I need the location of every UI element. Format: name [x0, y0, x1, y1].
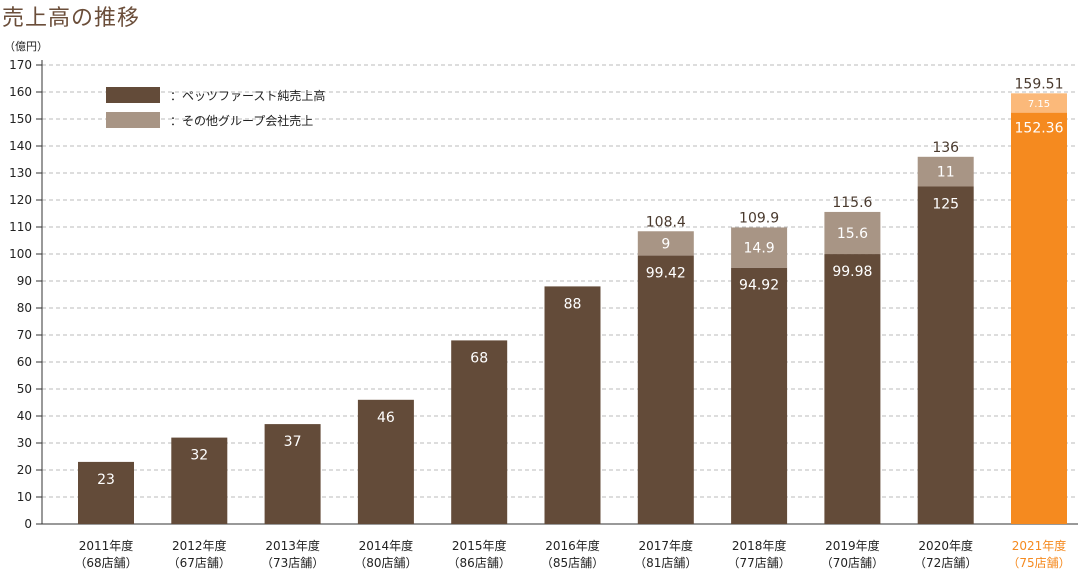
legend-label: ：ペッツファースト純売上高 [170, 88, 325, 103]
y-axis-label: （億円） [4, 40, 48, 53]
x-tick-sublabel: （81店舗） [634, 556, 697, 570]
y-tick-label: 120 [9, 193, 32, 207]
y-tick-label: 0 [24, 517, 32, 531]
y-tick-label: 80 [17, 301, 32, 315]
bar-main-label: 23 [97, 472, 115, 488]
x-tick-label: 2018年度 [732, 538, 787, 553]
bar-main [824, 254, 881, 524]
x-tick-sublabel: （68店舗） [74, 556, 137, 570]
x-tick-sublabel: （67店舗） [168, 556, 231, 570]
bar-main-label: 32 [190, 448, 208, 464]
legend-swatch [106, 112, 160, 128]
y-tick-label: 170 [9, 58, 32, 72]
x-tick-label: 2020年度 [918, 538, 973, 553]
y-tick-label: 140 [9, 139, 32, 153]
bar-secondary-label: 9 [661, 236, 670, 252]
bar-main [917, 186, 974, 524]
bar-main [78, 461, 134, 524]
y-tick-label: 150 [9, 112, 32, 126]
bar-total-label: 109.9 [739, 210, 779, 226]
bar-main-label: 94.92 [739, 278, 779, 294]
page-title: 売上高の推移 [2, 6, 141, 31]
bar-secondary [731, 227, 788, 268]
y-tick-label: 90 [17, 274, 32, 288]
y-tick-label: 50 [17, 382, 32, 396]
y-tick-label: 30 [17, 436, 32, 450]
x-tick-label: 2016年度 [545, 538, 600, 553]
x-tick-label: 2013年度 [265, 538, 320, 553]
x-tick-sublabel: （70店舗） [821, 556, 884, 570]
bar-total-label: 115.6 [832, 195, 872, 211]
bar-secondary-label: 14.9 [744, 241, 775, 257]
bar-main [357, 399, 414, 524]
bar-secondary [917, 156, 974, 187]
bar-total-label: 159.51 [1015, 76, 1064, 92]
y-tick-label: 100 [9, 247, 32, 261]
x-tick-sublabel: （73店舗） [261, 556, 324, 570]
bar-total-label: 136 [932, 140, 959, 156]
bar-main [264, 424, 321, 524]
bar-main-label: 152.36 [1015, 121, 1064, 137]
bar-main [544, 286, 601, 524]
x-tick-sublabel: （85店舗） [541, 556, 604, 570]
bar-secondary-label: 7.15 [1028, 99, 1050, 110]
bar-secondary-label: 15.6 [837, 226, 868, 242]
y-tick-label: 70 [17, 328, 32, 342]
x-tick-sublabel: （72店舗） [914, 556, 977, 570]
bar-total-label: 108.4 [646, 214, 686, 230]
y-tick-label: 110 [9, 220, 32, 234]
y-tick-label: 130 [9, 166, 32, 180]
bar-main [171, 437, 228, 524]
bar-secondary [1011, 93, 1067, 113]
bar-secondary [824, 211, 881, 255]
x-tick-label: 2017年度 [639, 538, 694, 553]
y-tick-label: 10 [17, 490, 32, 504]
bar-main-label: 88 [564, 296, 582, 312]
x-tick-sublabel: （75店舗） [1007, 556, 1070, 570]
legend-swatch [106, 87, 160, 103]
x-tick-sublabel: （80店舗） [354, 556, 417, 570]
bar-main-label: 99.42 [646, 266, 686, 282]
bar-secondary-label: 11 [937, 165, 955, 181]
legend-label: ：その他グループ会社売上 [170, 113, 313, 128]
bar-main [451, 340, 508, 524]
x-tick-label: 2015年度 [452, 538, 507, 553]
bar-main-label: 37 [284, 434, 302, 450]
x-tick-sublabel: （77店舗） [727, 556, 790, 570]
y-tick-label: 160 [9, 85, 32, 99]
x-tick-label: 2012年度 [172, 538, 227, 553]
x-tick-label: 2021年度 [1012, 538, 1067, 553]
bar-main [731, 267, 788, 524]
x-tick-label: 2019年度 [825, 538, 880, 553]
y-tick-label: 20 [17, 463, 32, 477]
y-tick-label: 60 [17, 355, 32, 369]
bar-main-label: 46 [377, 410, 395, 426]
x-tick-sublabel: （86店舗） [448, 556, 511, 570]
bar-main-label: 68 [470, 350, 488, 366]
x-tick-label: 2014年度 [359, 538, 414, 553]
bar-secondary [637, 231, 694, 256]
bar-main-label: 125 [932, 197, 959, 213]
bar-main [1011, 112, 1067, 525]
bar-main [637, 255, 694, 525]
bar-main-label: 99.98 [832, 264, 872, 280]
y-tick-label: 40 [17, 409, 32, 423]
x-tick-label: 2011年度 [79, 538, 134, 553]
